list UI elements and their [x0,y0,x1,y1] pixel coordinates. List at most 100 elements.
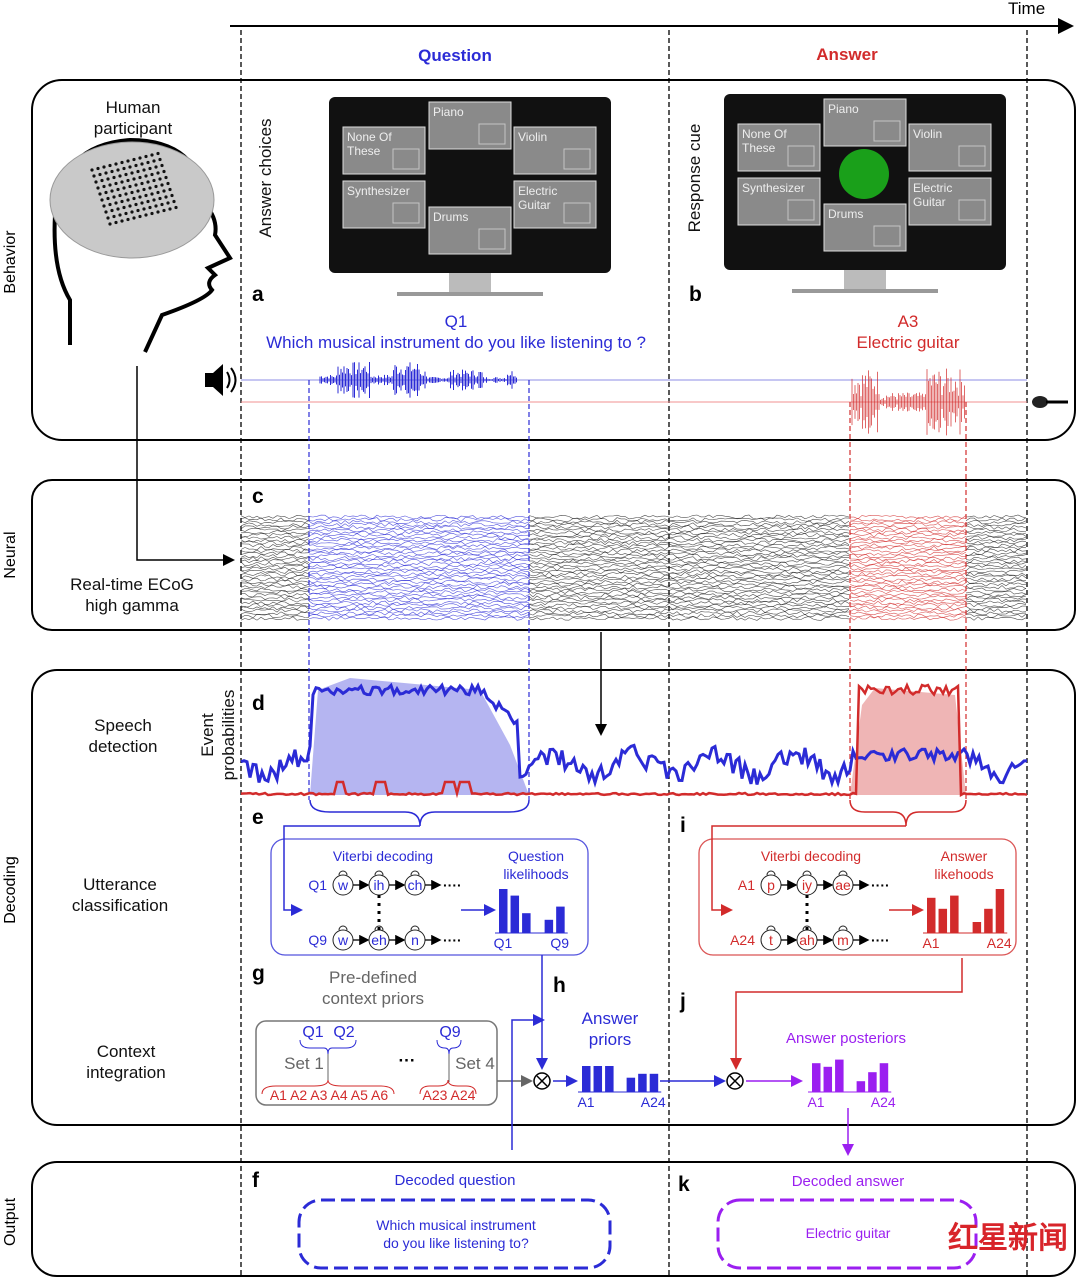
phoneme-label: ch [408,877,423,893]
neural-trace [528,525,850,530]
neural-trace [528,517,850,522]
electrode-dot [158,177,162,181]
electrode-dot [116,207,120,211]
neural-trace [240,603,310,608]
neural-trace [965,613,1027,618]
electrode-dot [112,195,116,199]
neural-trace [308,608,530,613]
electrode-dot [114,201,118,205]
neural-trace [849,566,967,572]
neural-trace [849,613,967,619]
instrument-icon [563,202,591,224]
neural-trace [965,548,1027,554]
electrode-dot [126,159,130,163]
neural-trace [849,538,967,543]
neural-trace [849,517,967,522]
electrode-dot [136,208,140,213]
event-prob-1: Event [198,713,217,757]
neural-trace [849,608,967,613]
prior-set-4: Set 4 [455,1054,495,1073]
neural-trace [528,584,850,590]
neural-trace [308,595,530,600]
electrode-dot [152,198,156,202]
neural-trace [965,535,1027,541]
neural-trace [528,610,850,616]
bar [995,889,1005,933]
self-loop-icon [410,870,420,876]
neural-trace [849,610,967,616]
bar [938,908,948,933]
neural-trace [240,519,310,525]
likelihood-label: Question [508,848,564,864]
axis-label: Q1 [494,935,513,951]
phoneme-label: m [837,932,849,948]
neural-trace [965,527,1027,533]
electrode-dot [142,168,146,172]
neural-trace [308,527,530,533]
electrode-dot [140,162,144,166]
neural-trace [849,597,967,603]
electrode-dot [128,184,132,189]
speech-detection-2: detection [89,737,158,756]
neural-trace [240,569,310,574]
likelihood-label: Answer [941,848,988,864]
neural-trace [308,530,530,535]
neural-trace [849,595,967,600]
electrode-dot [104,190,108,195]
neural-trace [528,613,850,619]
neural-trace [528,616,850,621]
bar [582,1066,591,1092]
neural-trace [528,556,849,561]
neural-trace [241,590,309,595]
instrument-tile: Piano [823,98,907,147]
answer-event-area [850,688,966,795]
electrode-dot [110,169,114,174]
axis-label: A1 [922,935,939,951]
neural-trace [308,535,530,541]
context-1: Context [97,1042,156,1061]
neural-trace [308,584,530,590]
neural-trace [965,579,1027,585]
neural-trace [849,553,967,559]
instrument-icon [873,120,901,142]
neural-trace [965,611,1027,616]
neural-trace [308,577,529,582]
tile-label: Synthesizer [347,184,410,198]
panel-j: j [679,990,686,1013]
brain-electrode-icon [49,141,215,259]
electrode-dot [132,177,136,181]
electrode-dot [166,181,170,186]
electrode-dot [158,157,162,162]
electrode-dot [122,186,126,190]
instrument-tile: Synthesizer [737,177,821,226]
electrode-dot [162,208,166,213]
electrode-dot [172,199,176,204]
bar [593,1066,603,1092]
neural-trace [528,532,850,538]
viterbi-label: Viterbi decoding [761,848,861,864]
axis-label: A24 [871,1094,896,1110]
neural-trace [240,543,310,548]
panel-i: i [680,814,686,837]
neural-trace [850,514,967,520]
neural-trace [965,569,1027,574]
priors-title-1: Pre-defined [329,968,417,987]
tile-label: Guitar [518,198,551,212]
electrode-dot [148,166,152,171]
neural-trace [308,532,530,538]
neural-trace [965,540,1027,545]
row-label-decoding: Decoding [2,856,19,924]
electrode-dot [90,168,94,172]
electrode-dot [102,165,106,169]
neural-trace [308,579,530,585]
neural-trace [849,561,967,567]
instrument-tile: Synthesizer [342,180,426,229]
neural-trace [528,553,850,559]
response-cue-dot [839,149,889,199]
neural-trace [965,574,1027,579]
instrument-icon [392,148,420,170]
neural-trace [849,577,967,582]
column-answer: Answer [816,45,878,64]
electrode-dot [150,172,154,177]
neural-trace [965,532,1027,538]
